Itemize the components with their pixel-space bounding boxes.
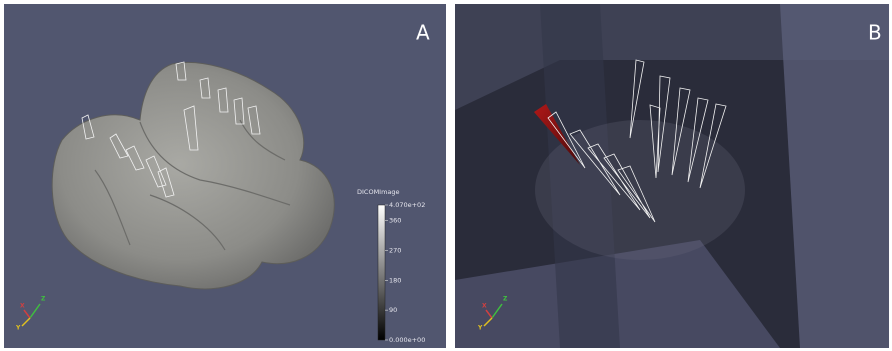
panel-b: B Z X Y: [455, 4, 889, 348]
colorbar-tick-label: 90: [389, 306, 397, 314]
panel-label: B: [868, 21, 882, 45]
axis-label: X: [482, 303, 487, 310]
figure: A DICOMImage 4.070e+02 360 270 180 90 0.000e+…: [0, 0, 892, 351]
colorbar-title: DICOMImage: [357, 188, 400, 196]
axis-label: Z: [503, 296, 508, 303]
colorbar-tick-label: 360: [389, 217, 401, 225]
axis-label: Y: [15, 325, 21, 332]
colorbar-tick-label: 270: [389, 246, 401, 254]
panel-a: A DICOMImage 4.070e+02 360 270 180 90 0.000e+…: [4, 4, 446, 348]
axis-label: Y: [477, 325, 483, 332]
colorbar-tick-label: 4.070e+02: [389, 201, 425, 209]
axis-label: X: [20, 303, 25, 310]
colorbar: [378, 205, 385, 340]
colorbar-tick-label: 180: [389, 276, 401, 284]
axis-label: Z: [41, 296, 46, 303]
panel-label: A: [416, 21, 430, 45]
colorbar-tick-label: 0.000e+00: [389, 336, 425, 344]
